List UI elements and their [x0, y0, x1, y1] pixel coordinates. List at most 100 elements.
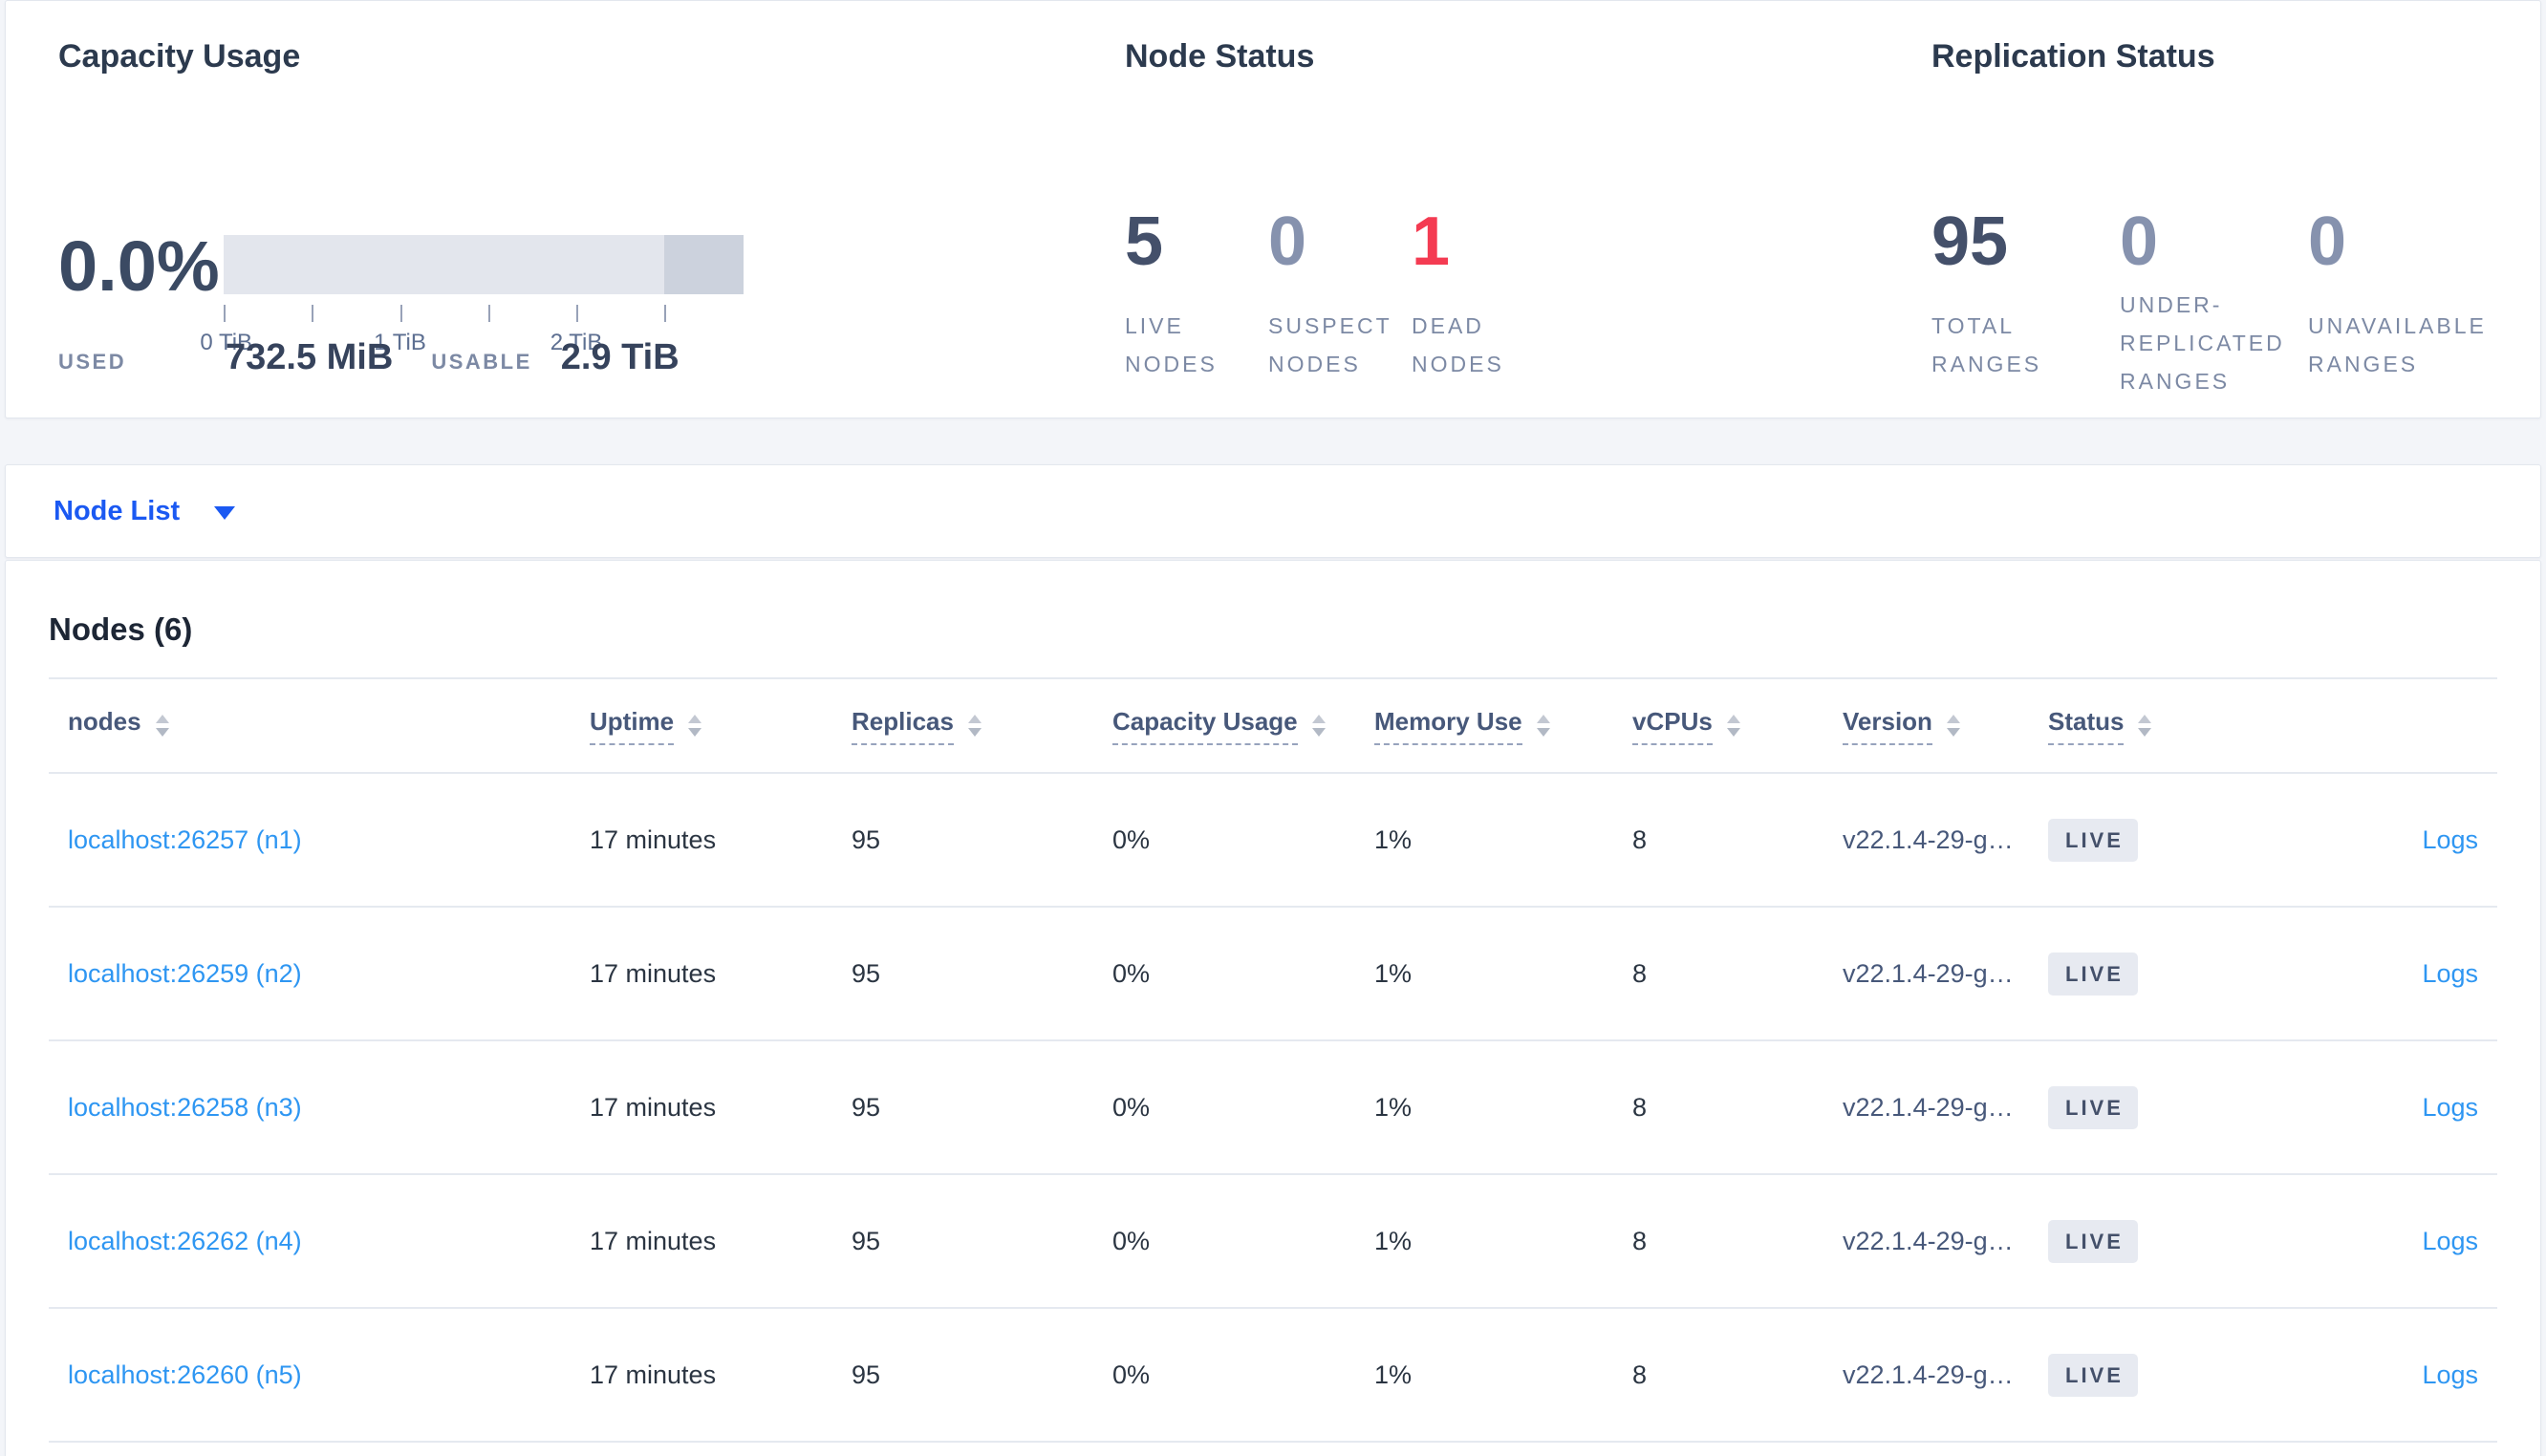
logs-cell: Logs — [2368, 1174, 2497, 1309]
under-replicated-ranges-stat: 0 UNDER-REPLICATED RANGES — [2120, 207, 2308, 400]
table-row: localhost:26259 (n2) 17 minutes 95 0% 1%… — [49, 907, 2497, 1041]
table-row: localhost:26262 (n4) 17 minutes 95 0% 1%… — [49, 1174, 2497, 1309]
dead-nodes-value: 1 — [1412, 203, 1451, 280]
capacity-bar-tick-labels: 0 TiB 1 TiB 2 TiB — [200, 330, 744, 358]
dead-nodes-stat: 1 DEAD NODES — [1412, 207, 1555, 383]
node-cell: localhost:26260 (n5) — [49, 1308, 571, 1443]
live-nodes-label: LIVE NODES — [1125, 313, 1218, 376]
logs-cell: Logs — [2368, 1308, 2497, 1443]
col-header-version[interactable]: Version — [1823, 677, 2029, 774]
usable-label: USABLE — [431, 350, 532, 374]
suspect-nodes-label: SUSPECT NODES — [1268, 313, 1392, 376]
node-link[interactable]: localhost:26262 (n4) — [68, 1226, 302, 1255]
nodes-heading: Nodes (6) — [49, 611, 193, 647]
suspect-nodes-value: 0 — [1268, 203, 1307, 280]
version-cell: v22.1.4-29-g… — [1823, 1174, 2029, 1309]
sort-icon — [1311, 715, 1326, 737]
uptime-cell: 17 minutes — [571, 1308, 832, 1443]
logs-link[interactable]: Logs — [2422, 824, 2478, 854]
col-header-replicas[interactable]: Replicas — [832, 677, 1093, 774]
version-cell: v22.1.4-29-g… — [1823, 907, 2029, 1041]
node-list-dropdown-label: Node List — [54, 495, 181, 526]
node-cell: localhost:26258 (n3) — [49, 1040, 571, 1175]
under-replicated-ranges-value: 0 — [2120, 203, 2159, 280]
capacity-bar-tick — [312, 305, 314, 322]
logs-link[interactable]: Logs — [2422, 1360, 2478, 1389]
status-cell: LIVE — [2029, 1308, 2368, 1443]
logs-link[interactable]: Logs — [2422, 1092, 2478, 1122]
sort-icon — [1946, 715, 1960, 737]
sort-icon — [1726, 715, 1740, 737]
vcpus-cell: 8 — [1613, 907, 1823, 1041]
version-cell: v22.1.4-29-g… — [1823, 773, 2029, 908]
nodes-panel: Nodes (6) nodes Uptime Replicas — [5, 560, 2541, 1456]
sort-icon — [155, 715, 169, 737]
sort-icon — [967, 715, 982, 737]
capacity-cell: 0% — [1093, 1308, 1355, 1443]
uptime-cell: 17 minutes — [571, 1174, 832, 1309]
under-replicated-ranges-label: UNDER-REPLICATED RANGES — [2120, 292, 2285, 394]
node-link[interactable]: localhost:26259 (n2) — [68, 958, 302, 988]
col-header-memory-use[interactable]: Memory Use — [1355, 677, 1613, 774]
capacity-cell: 0% — [1093, 773, 1355, 908]
status-badge: LIVE — [2048, 818, 2138, 862]
capacity-usage-bar: 0 TiB 1 TiB 2 TiB — [200, 235, 744, 358]
col-header-nodes[interactable]: nodes — [49, 677, 571, 774]
tick-label: 0 TiB — [200, 330, 253, 355]
status-cell: LIVE — [2029, 1040, 2368, 1175]
memory-cell: 1% — [1355, 907, 1613, 1041]
sort-icon — [2138, 715, 2152, 737]
dead-nodes-label: DEAD NODES — [1412, 313, 1504, 376]
replicas-cell: 95 — [832, 1040, 1093, 1175]
version-cell: v22.1.4-29-g… — [1823, 1308, 2029, 1443]
vcpus-cell: 8 — [1613, 1308, 1823, 1443]
view-selector-bar: Node List — [5, 464, 2541, 558]
unavailable-ranges-label: UNAVAILABLE RANGES — [2308, 313, 2487, 376]
col-header-capacity-usage[interactable]: Capacity Usage — [1093, 677, 1355, 774]
capacity-bar-ticks — [224, 305, 744, 322]
used-label: USED — [58, 350, 127, 374]
logs-cell: Logs — [2368, 773, 2497, 908]
capacity-used-percent: 0.0% — [58, 226, 220, 306]
table-header-row: nodes Uptime Replicas Capacity Usage Mem… — [49, 677, 2497, 774]
node-cell: localhost:26259 (n2) — [49, 907, 571, 1041]
memory-cell: 1% — [1355, 1174, 1613, 1309]
col-header-vcpus[interactable]: vCPUs — [1613, 677, 1823, 774]
node-link[interactable]: localhost:26260 (n5) — [68, 1360, 302, 1389]
table-row: localhost:26260 (n5) 17 minutes 95 0% 1%… — [49, 1308, 2497, 1443]
col-header-status[interactable]: Status — [2029, 677, 2368, 774]
vcpus-cell: 8 — [1613, 1040, 1823, 1175]
capacity-bar-tick — [224, 305, 226, 322]
col-header-uptime[interactable]: Uptime — [571, 677, 832, 774]
status-cell: LIVE — [2029, 1174, 2368, 1309]
node-cell: localhost:26262 (n4) — [49, 1174, 571, 1309]
node-cell: localhost:26257 (n1) — [49, 773, 571, 908]
unavailable-ranges-value: 0 — [2308, 203, 2347, 280]
capacity-usage-title: Capacity Usage — [58, 38, 301, 75]
version-cell: v22.1.4-29-g… — [1823, 1040, 2029, 1175]
tick-label: 2 TiB — [550, 330, 603, 355]
logs-link[interactable]: Logs — [2422, 1226, 2478, 1255]
total-ranges-stat: 95 TOTAL RANGES — [1931, 207, 2120, 400]
total-ranges-value: 95 — [1931, 203, 2009, 280]
col-header-logs — [2368, 677, 2497, 774]
node-link[interactable]: localhost:26257 (n1) — [68, 824, 302, 854]
capacity-bar-tick — [664, 305, 667, 322]
sort-icon — [1536, 715, 1550, 737]
capacity-usage-section: Capacity Usage 0.0% 0 TiB 1 TiB 2 T — [58, 35, 1125, 418]
capacity-bar-tick — [487, 305, 490, 322]
replicas-cell: 95 — [832, 773, 1093, 908]
node-link[interactable]: localhost:26258 (n3) — [68, 1092, 302, 1122]
capacity-bar-track — [224, 235, 744, 294]
replication-status-stats: 95 TOTAL RANGES 0 UNDER-REPLICATED RANGE… — [1931, 207, 2540, 400]
status-badge: LIVE — [2048, 1219, 2138, 1263]
live-nodes-stat: 5 LIVE NODES — [1125, 207, 1268, 383]
replicas-cell: 95 — [832, 1308, 1093, 1443]
logs-cell: Logs — [2368, 1040, 2497, 1175]
table-row: localhost:26258 (n3) 17 minutes 95 0% 1%… — [49, 1040, 2497, 1175]
uptime-cell: 17 minutes — [571, 773, 832, 908]
capacity-cell: 0% — [1093, 1040, 1355, 1175]
nodes-table: nodes Uptime Replicas Capacity Usage Mem… — [49, 677, 2497, 1443]
node-list-dropdown[interactable]: Node List — [54, 495, 236, 527]
logs-link[interactable]: Logs — [2422, 958, 2478, 988]
